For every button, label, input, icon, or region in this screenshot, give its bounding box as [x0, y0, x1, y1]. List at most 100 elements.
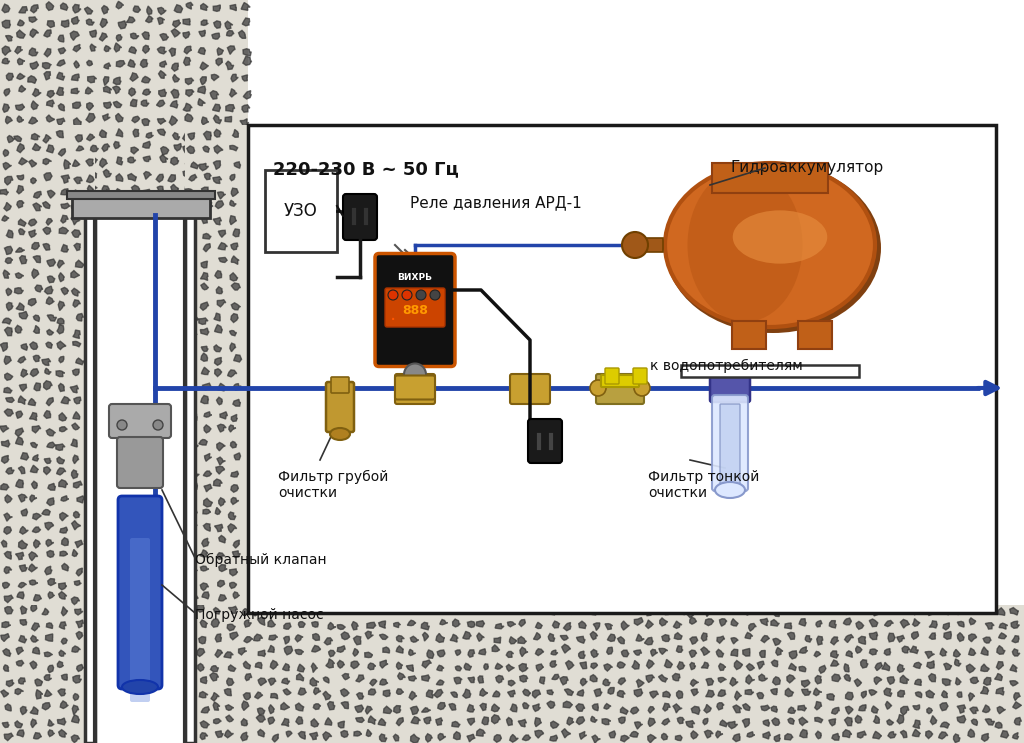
Polygon shape [255, 692, 263, 698]
Polygon shape [117, 707, 125, 714]
Polygon shape [187, 577, 196, 585]
Polygon shape [203, 233, 211, 239]
Polygon shape [297, 607, 305, 614]
Polygon shape [912, 619, 921, 626]
Polygon shape [6, 74, 13, 80]
Polygon shape [33, 203, 42, 211]
Polygon shape [114, 286, 123, 291]
Polygon shape [85, 244, 93, 252]
Polygon shape [763, 732, 770, 739]
Polygon shape [60, 496, 69, 502]
Polygon shape [61, 230, 68, 235]
Polygon shape [243, 704, 251, 710]
Polygon shape [520, 647, 528, 657]
Polygon shape [230, 352, 239, 359]
Polygon shape [7, 370, 14, 378]
Polygon shape [5, 258, 12, 264]
Polygon shape [32, 623, 40, 631]
Polygon shape [218, 243, 227, 250]
Polygon shape [242, 342, 250, 348]
Polygon shape [185, 400, 194, 406]
Polygon shape [60, 3, 68, 10]
Polygon shape [168, 622, 176, 629]
Polygon shape [201, 302, 209, 311]
Circle shape [117, 420, 127, 430]
Polygon shape [213, 422, 220, 430]
Polygon shape [58, 730, 67, 737]
Polygon shape [196, 410, 204, 419]
Text: Реле давления АРД-1: Реле давления АРД-1 [410, 195, 582, 210]
Polygon shape [211, 323, 219, 331]
Polygon shape [201, 675, 209, 683]
Polygon shape [226, 678, 234, 686]
Polygon shape [199, 134, 206, 140]
FancyBboxPatch shape [130, 538, 150, 702]
Polygon shape [143, 580, 151, 587]
Polygon shape [970, 707, 978, 713]
Polygon shape [632, 661, 639, 669]
Polygon shape [173, 20, 180, 27]
Polygon shape [197, 649, 205, 657]
Polygon shape [869, 690, 877, 695]
Polygon shape [212, 687, 218, 695]
Polygon shape [76, 620, 83, 628]
Polygon shape [103, 478, 112, 484]
Polygon shape [581, 678, 587, 686]
Polygon shape [88, 341, 96, 348]
Polygon shape [157, 425, 164, 431]
Polygon shape [201, 721, 209, 728]
Polygon shape [133, 623, 140, 629]
Polygon shape [76, 568, 83, 576]
Polygon shape [215, 649, 222, 658]
Polygon shape [213, 702, 220, 710]
Polygon shape [239, 299, 247, 306]
Polygon shape [170, 314, 179, 321]
FancyBboxPatch shape [605, 368, 618, 384]
Polygon shape [815, 731, 821, 739]
Polygon shape [46, 342, 52, 348]
FancyBboxPatch shape [712, 395, 748, 491]
Polygon shape [129, 296, 137, 303]
Polygon shape [58, 273, 65, 282]
Polygon shape [158, 675, 165, 684]
Polygon shape [255, 663, 262, 669]
Polygon shape [563, 623, 571, 631]
Polygon shape [630, 731, 638, 737]
Polygon shape [47, 201, 53, 207]
Polygon shape [771, 689, 777, 695]
Polygon shape [453, 619, 460, 627]
Polygon shape [201, 4, 208, 10]
Polygon shape [268, 620, 275, 627]
Polygon shape [242, 105, 250, 112]
Polygon shape [702, 718, 708, 724]
Polygon shape [201, 300, 208, 308]
Polygon shape [16, 393, 24, 400]
Polygon shape [88, 617, 96, 625]
Polygon shape [242, 144, 249, 152]
Polygon shape [115, 623, 123, 632]
Polygon shape [117, 649, 122, 656]
Polygon shape [201, 733, 208, 739]
Polygon shape [14, 189, 23, 195]
Polygon shape [855, 716, 862, 723]
Polygon shape [158, 604, 166, 612]
Polygon shape [802, 680, 810, 687]
Polygon shape [215, 470, 221, 476]
Polygon shape [560, 677, 568, 685]
Polygon shape [203, 471, 212, 476]
Polygon shape [2, 215, 9, 221]
Polygon shape [199, 551, 207, 560]
Polygon shape [126, 215, 134, 224]
Polygon shape [230, 632, 239, 640]
Polygon shape [145, 620, 153, 627]
Polygon shape [186, 358, 194, 366]
Polygon shape [367, 730, 372, 736]
Polygon shape [1015, 718, 1021, 725]
Text: Фильтр тонкой
очистки: Фильтр тонкой очистки [648, 470, 760, 500]
Polygon shape [3, 427, 10, 433]
Polygon shape [115, 536, 122, 542]
Polygon shape [197, 604, 204, 612]
Polygon shape [89, 733, 95, 739]
Polygon shape [621, 707, 628, 714]
Polygon shape [909, 646, 919, 654]
